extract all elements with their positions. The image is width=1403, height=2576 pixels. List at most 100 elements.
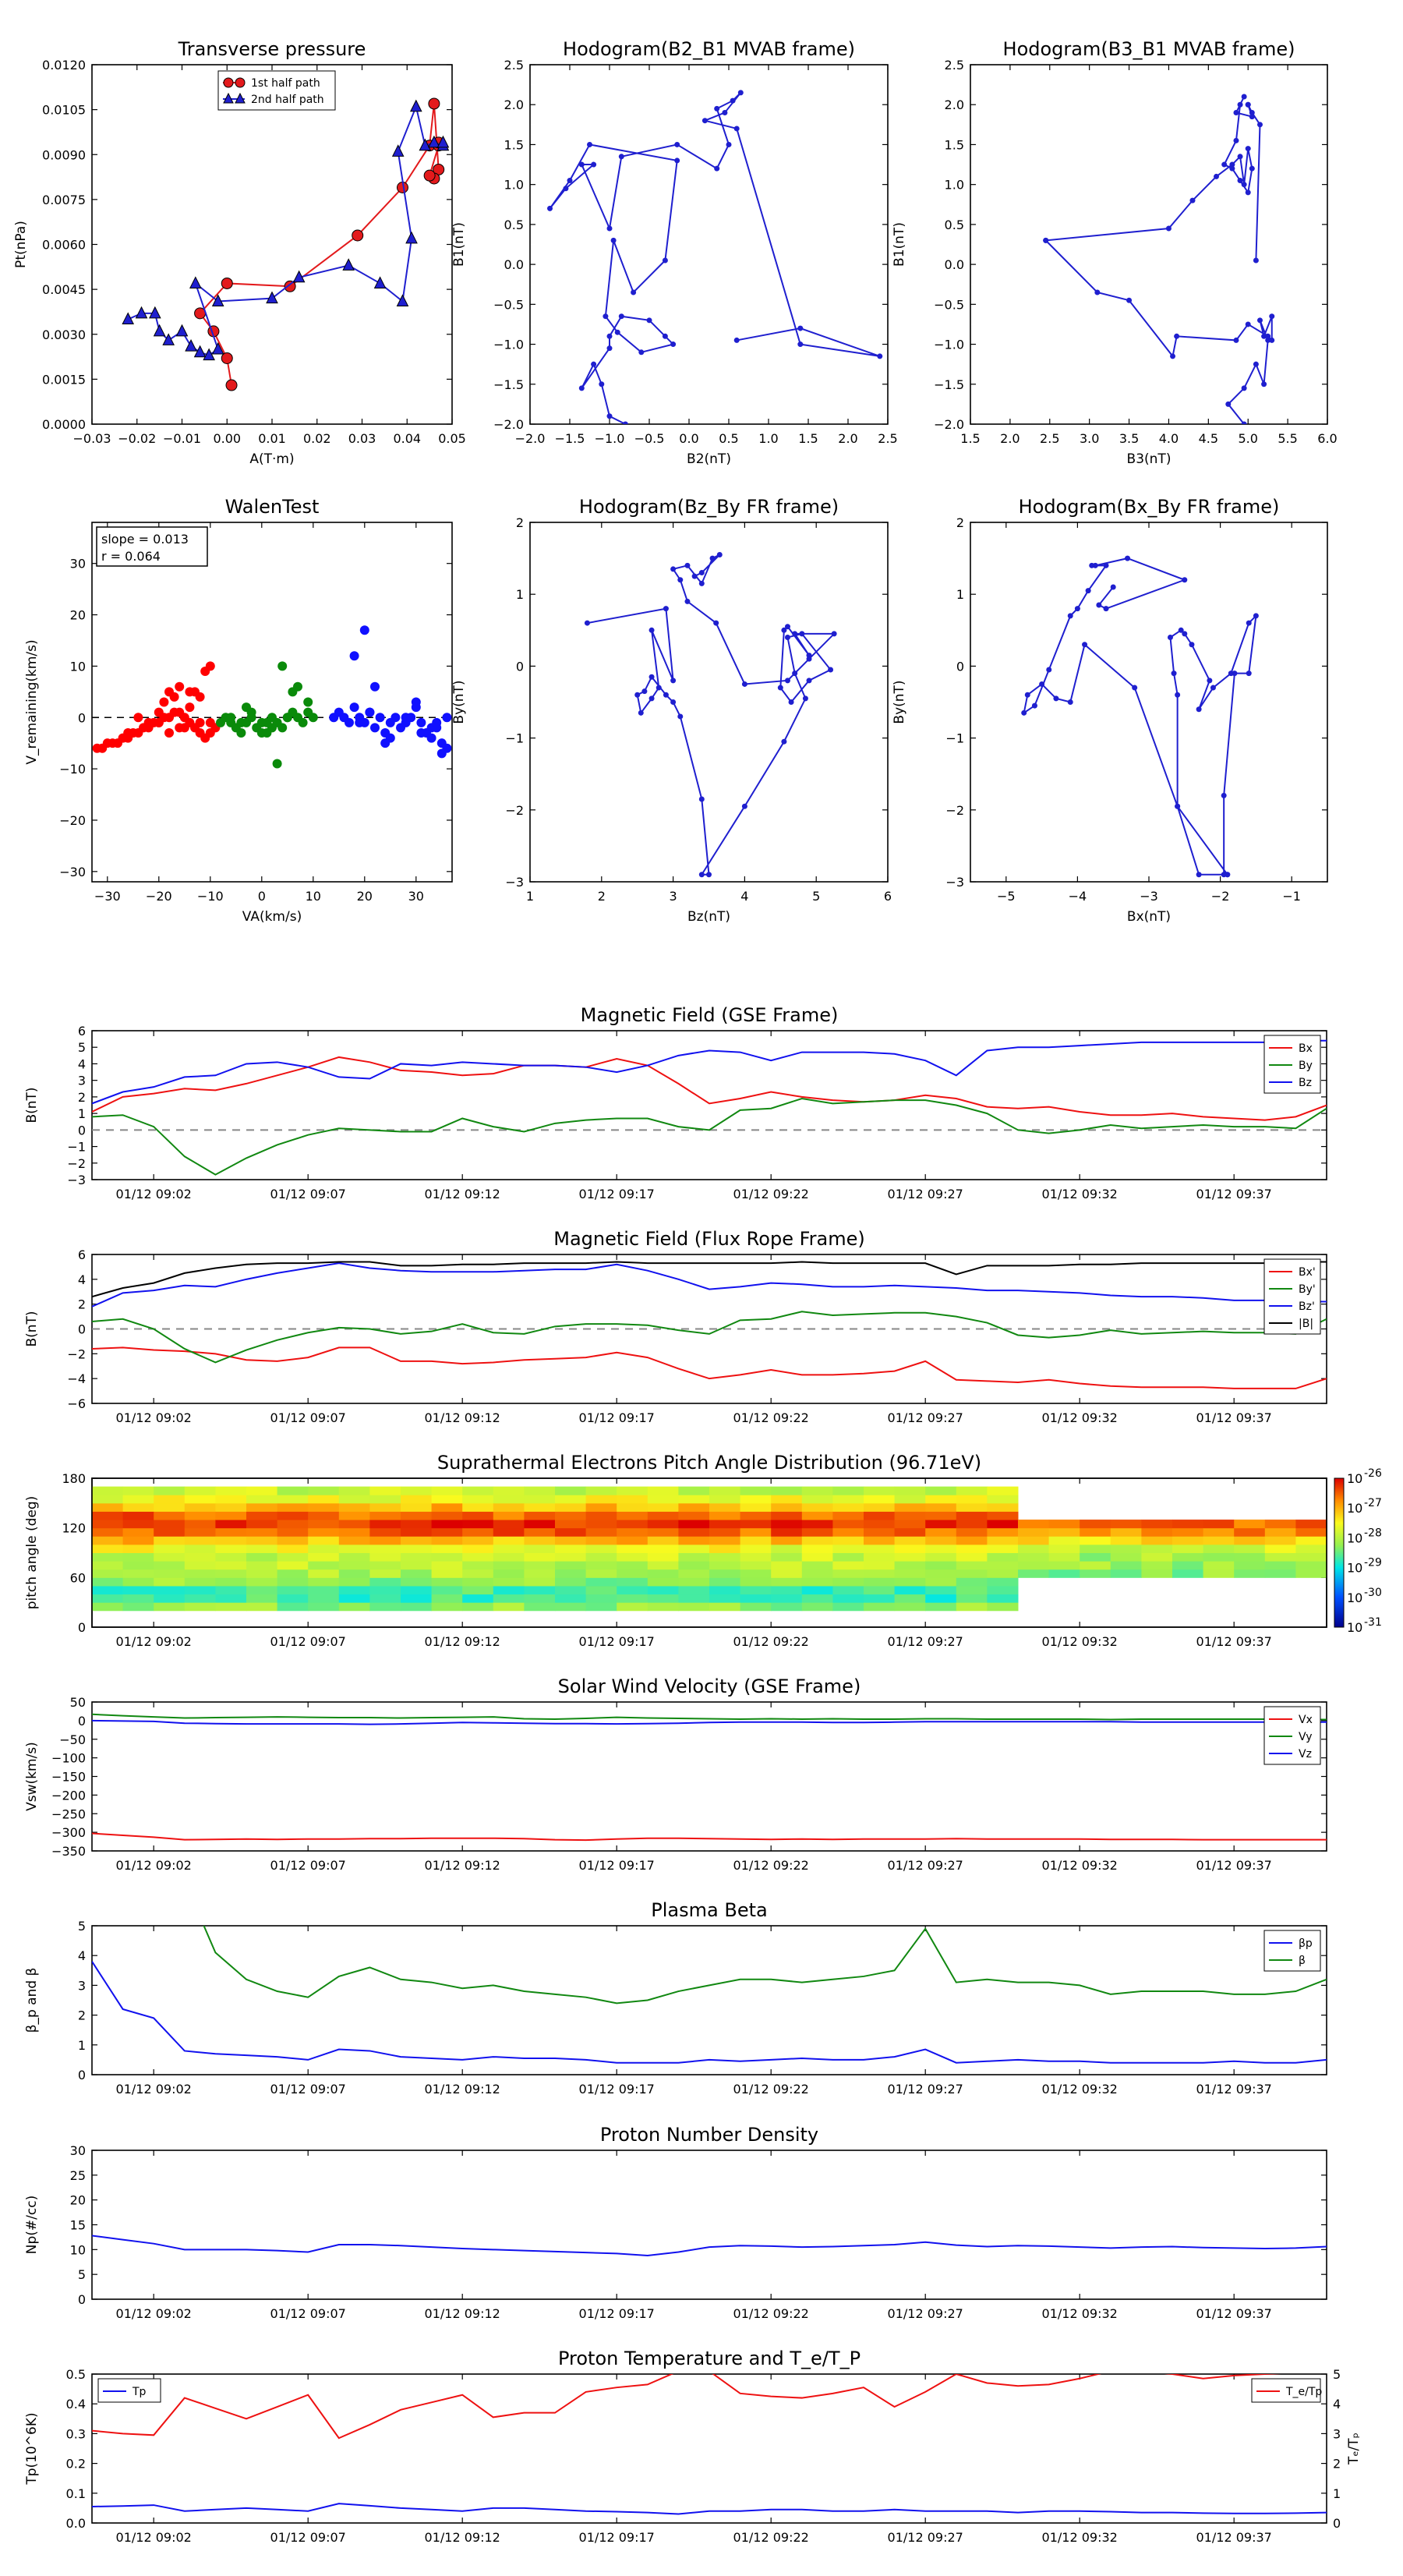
data-point xyxy=(578,385,585,391)
data-point xyxy=(1210,685,1216,691)
y-tick-label-bgse: 4 xyxy=(78,1056,86,1071)
heatmap-cell xyxy=(154,1585,186,1595)
data-point xyxy=(1171,671,1177,677)
heatmap-cell xyxy=(678,1561,710,1570)
heatmap-cell xyxy=(1264,1520,1296,1529)
heatmap-cell xyxy=(678,1577,710,1587)
data-point xyxy=(656,685,662,691)
heatmap-cell xyxy=(771,1495,803,1504)
data-point xyxy=(706,872,712,878)
heatmap-cell xyxy=(184,1527,216,1537)
y-tick-label-vsw: 0 xyxy=(78,1714,86,1729)
heatmap-cell xyxy=(740,1502,772,1512)
y-tick-label-bgse: 3 xyxy=(78,1074,86,1088)
heatmap-cell xyxy=(832,1594,864,1603)
heatmap-cell xyxy=(925,1594,957,1603)
heatmap-cell xyxy=(1110,1561,1142,1570)
x-tick-label-beta: 01/12 09:27 xyxy=(888,2082,963,2097)
heatmap-cell xyxy=(401,1585,433,1595)
heatmap-cell xyxy=(246,1569,278,1578)
y-right-tick-label-tp: 4 xyxy=(1333,2397,1341,2411)
data-point xyxy=(189,276,202,288)
legend-label: By' xyxy=(1299,1283,1316,1296)
heatmap-cell xyxy=(709,1520,741,1529)
scatter-point xyxy=(154,717,164,727)
heatmap-cell xyxy=(462,1569,494,1578)
chart-title-beta: Plasma Beta xyxy=(651,1899,767,1921)
heatmap-cell xyxy=(1234,1544,1266,1553)
heatmap-cell xyxy=(431,1527,463,1537)
heatmap-cell xyxy=(215,1502,247,1512)
heatmap-cell xyxy=(493,1511,525,1520)
annotation-box-walen xyxy=(96,526,208,567)
y-tick-label-h21: −0.5 xyxy=(493,297,524,312)
x-tick-label-vsw: 01/12 09:37 xyxy=(1196,1858,1272,1873)
heatmap-cell xyxy=(524,1594,556,1603)
heatmap-cell xyxy=(122,1536,154,1545)
x-tick-label-hzy: 4 xyxy=(740,889,748,904)
heatmap-cell xyxy=(184,1594,216,1603)
x-tick-label-vsw: 01/12 09:32 xyxy=(1042,1858,1118,1873)
heatmap-cell xyxy=(709,1495,741,1504)
heatmap-cell xyxy=(1080,1520,1111,1529)
x-tick-label-h31: 2.0 xyxy=(1000,431,1020,446)
y-tick-label-bgse: 2 xyxy=(78,1090,86,1105)
heatmap-cell xyxy=(246,1577,278,1587)
heatmap-cell xyxy=(369,1561,401,1570)
x-tick-label-hxy: −5 xyxy=(997,889,1016,904)
data-point xyxy=(1245,321,1251,327)
data-point xyxy=(797,341,804,348)
data-point xyxy=(1024,692,1030,698)
data-point xyxy=(1245,101,1251,108)
heatmap-cell xyxy=(771,1602,803,1612)
x-tick-label-walen: −20 xyxy=(146,889,172,904)
heatmap-cell xyxy=(709,1544,741,1553)
y-axis-label-walen: V_remaining(km/s) xyxy=(24,639,40,764)
data-point xyxy=(1082,642,1088,648)
heatmap-cell xyxy=(771,1552,803,1562)
heatmap-cell xyxy=(956,1520,988,1529)
y-axis-label-pt: Pt(nPa) xyxy=(13,221,29,268)
y-axis-label-pad: pitch angle (deg) xyxy=(24,1496,40,1610)
data-point xyxy=(670,566,677,572)
x-axis-label-hzy: Bz(nT) xyxy=(687,909,730,925)
data-point xyxy=(153,324,166,337)
heatmap-cell xyxy=(246,1594,278,1603)
plot-frame-np xyxy=(91,2150,1327,2300)
heatmap-cell xyxy=(462,1552,494,1562)
x-tick-label-walen: 10 xyxy=(306,889,321,904)
data-point xyxy=(342,258,355,271)
heatmap-cell xyxy=(92,1544,124,1553)
heatmap-cell xyxy=(647,1536,679,1545)
heatmap-cell xyxy=(184,1495,216,1504)
heatmap-cell xyxy=(338,1527,370,1537)
heatmap-cell xyxy=(493,1552,525,1562)
data-point xyxy=(1182,631,1188,637)
heatmap-cell xyxy=(678,1544,710,1553)
x-tick-label-bfr: 01/12 09:12 xyxy=(425,1410,500,1425)
heatmap-cell xyxy=(1141,1561,1173,1570)
heatmap-cell xyxy=(308,1520,340,1529)
series-line-h21-0 xyxy=(549,92,881,424)
y-tick-label-pt: 0.0000 xyxy=(42,417,86,432)
heatmap-cell xyxy=(246,1520,278,1529)
x-tick-label-h31: 3.0 xyxy=(1080,431,1099,446)
y-tick-label-vsw: −300 xyxy=(51,1825,86,1840)
x-tick-label-hzy: 1 xyxy=(526,889,534,904)
data-point xyxy=(284,280,296,292)
heatmap-cell xyxy=(1080,1536,1111,1545)
x-tick-label-tp: 01/12 09:07 xyxy=(270,2530,346,2545)
heatmap-cell xyxy=(154,1495,186,1504)
heatmap-cell xyxy=(585,1544,617,1553)
heatmap-cell xyxy=(555,1561,587,1570)
data-point xyxy=(1092,562,1098,568)
heatmap-cell xyxy=(524,1520,556,1529)
heatmap-cell xyxy=(277,1520,309,1529)
y-tick-label-vsw: −350 xyxy=(51,1844,86,1859)
y-tick-label-pt: 0.0120 xyxy=(42,58,86,73)
data-point xyxy=(1067,699,1073,705)
x-tick-label-pad: 01/12 09:27 xyxy=(888,1634,963,1649)
heatmap-cell xyxy=(462,1594,494,1603)
y-right-tick-label-tp: 0 xyxy=(1333,2516,1341,2531)
y-tick-label-bgse: −1 xyxy=(67,1140,86,1155)
